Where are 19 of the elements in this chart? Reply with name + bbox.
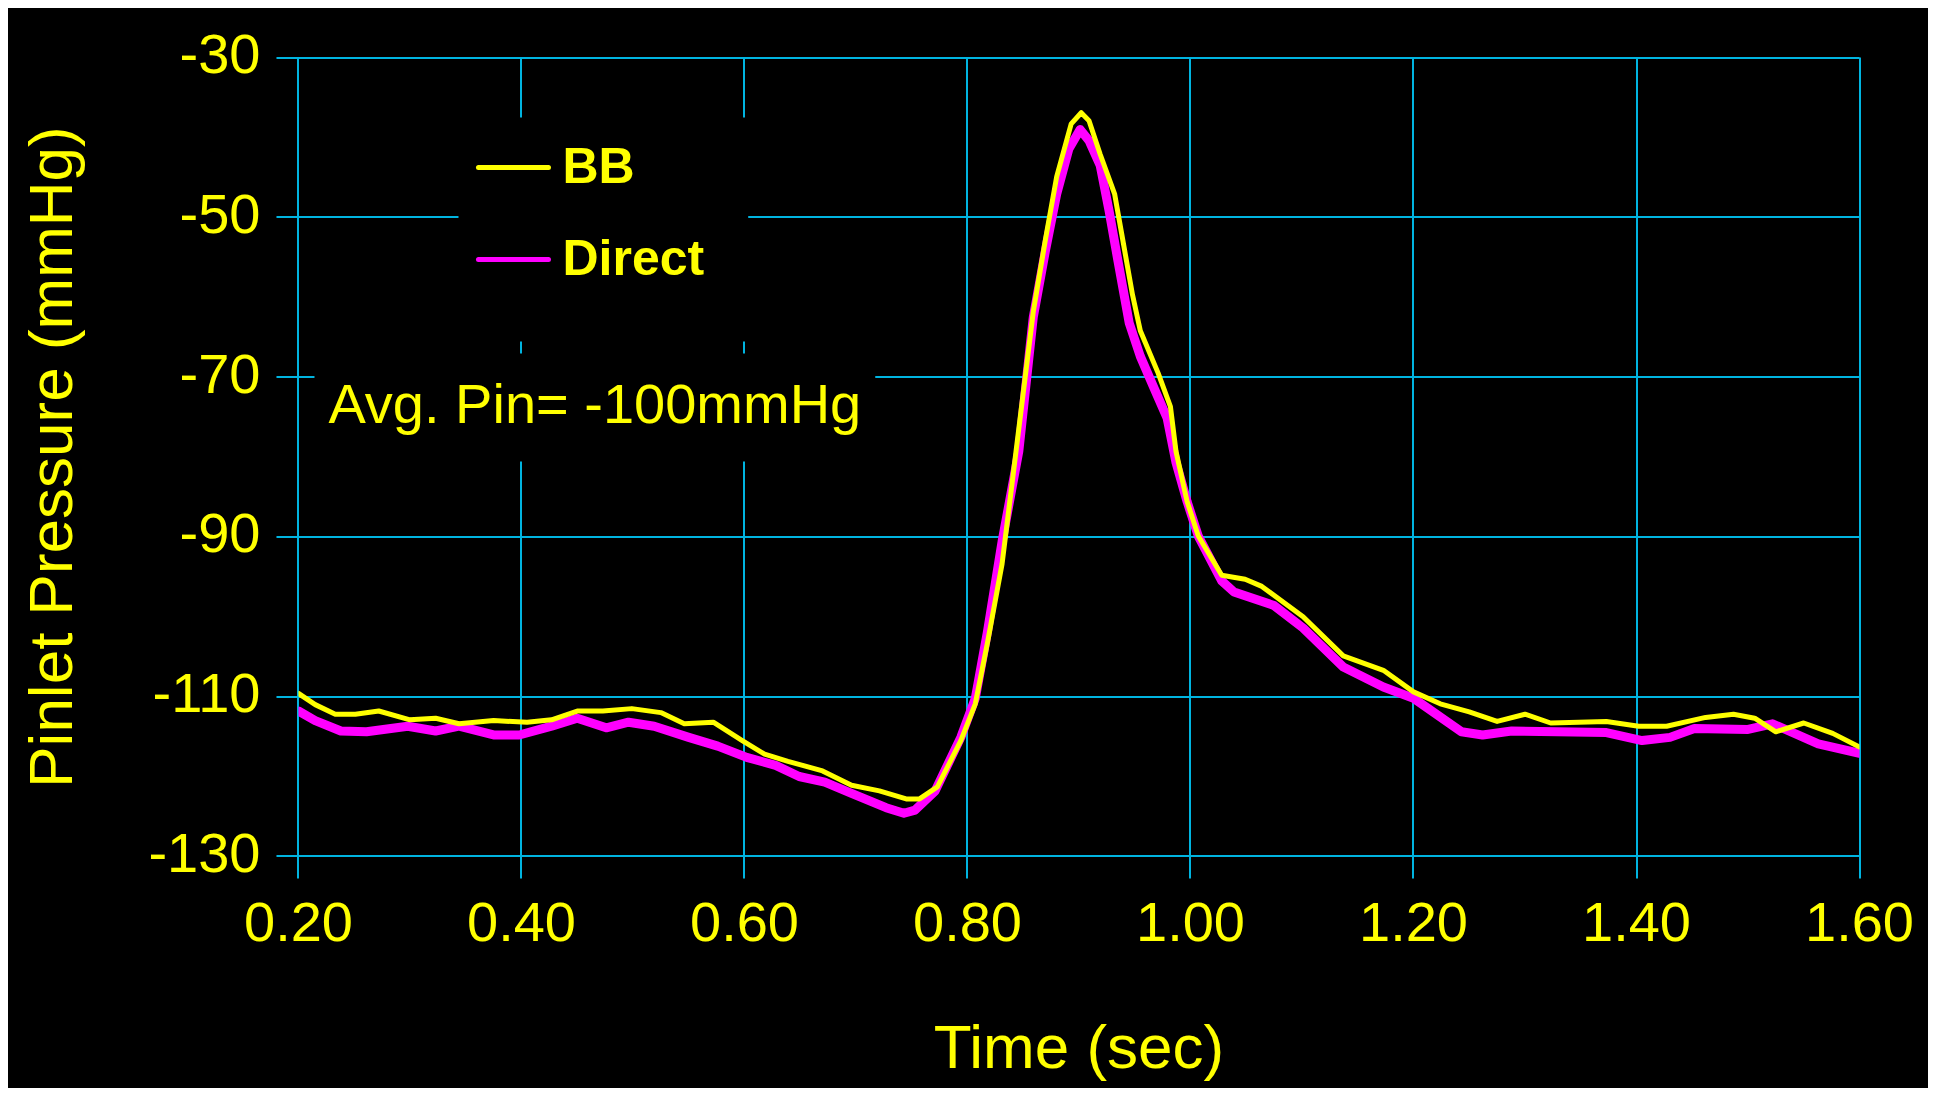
x-tick-label: 1.60 [1805, 890, 1914, 954]
y-tick-label: -90 [179, 501, 261, 565]
y-tick-label: -50 [179, 181, 261, 245]
x-axis-title: Time (sec) [933, 1011, 1225, 1081]
x-tick-label: 0.40 [466, 890, 576, 954]
x-tick-label: 0.80 [912, 890, 1022, 954]
x-tick-label: 0.60 [689, 890, 799, 954]
x-tick-label: 1.40 [1582, 890, 1691, 954]
y-axis-title: Pinlet Pressure (mmHg) [16, 126, 86, 788]
annotation: Avg. Pin= -100mmHg [328, 372, 862, 436]
y-tick-label: -70 [179, 341, 261, 405]
y-tick-label: -130 [148, 820, 261, 884]
x-tick-label: 0.20 [243, 890, 353, 954]
legend-label: BB [562, 138, 635, 195]
y-tick-label: -30 [179, 22, 261, 86]
legend-label: Direct [562, 230, 705, 287]
x-tick-label: 1.20 [1359, 890, 1468, 954]
x-tick-label: 1.00 [1135, 890, 1245, 954]
y-tick-label: -110 [152, 661, 261, 725]
